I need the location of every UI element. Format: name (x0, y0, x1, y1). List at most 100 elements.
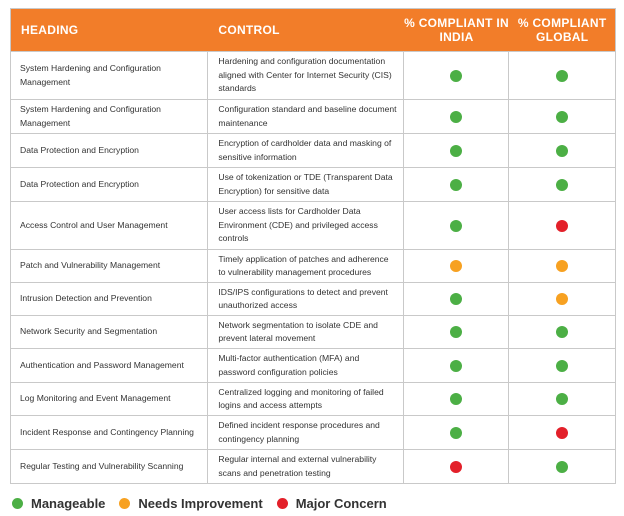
global-status-dot (556, 293, 569, 305)
india-status-cell (404, 202, 510, 249)
row-heading: Patch and Vulnerability Management (11, 250, 209, 282)
global-status-dot (556, 359, 569, 372)
header-control: CONTROL (218, 23, 280, 37)
row-control: Centralized logging and monitoring of fa… (208, 383, 404, 415)
row-control: Timely application of patches and adhere… (208, 250, 404, 282)
india-status-cell (404, 100, 510, 133)
header-global: % COMPLIANT GLOBAL (517, 16, 607, 44)
row-control: IDS/IPS configurations to detect and pre… (208, 283, 404, 315)
india-status-dot (450, 178, 463, 191)
table-row: Incident Response and Contingency Planni… (11, 415, 615, 449)
legend-orange-dot (119, 497, 131, 509)
india-status-dot (450, 326, 463, 338)
global-status-cell (509, 168, 615, 201)
row-control: Configuration standard and baseline docu… (208, 100, 404, 133)
global-status-dot (556, 426, 569, 439)
india-status-dot (450, 393, 463, 405)
india-status-dot (450, 426, 463, 439)
row-heading: Access Control and User Management (11, 202, 209, 249)
row-heading: System Hardening and Configuration Manag… (11, 100, 209, 133)
row-heading: System Hardening and Configuration Manag… (11, 52, 209, 99)
row-control: Hardening and configuration documentatio… (208, 52, 404, 99)
global-status-cell (509, 202, 615, 249)
india-status-cell (404, 383, 510, 415)
global-status-cell (509, 100, 615, 133)
india-status-cell (404, 250, 510, 282)
india-status-dot (450, 260, 463, 272)
global-status-dot (556, 178, 569, 191)
global-status-dot (556, 326, 569, 338)
table-row: Regular Testing and Vulnerability Scanni… (11, 449, 615, 483)
global-status-dot (556, 219, 569, 232)
legend-label: Manageable (31, 495, 106, 511)
india-status-cell (404, 283, 510, 315)
legend-red-dot (276, 497, 288, 509)
row-heading: Data Protection and Encryption (11, 134, 209, 167)
header-heading: HEADING (21, 23, 79, 37)
india-status-dot (450, 293, 463, 305)
legend-label: Needs Improvement (138, 495, 263, 511)
global-status-cell (509, 316, 615, 348)
row-control: Multi-factor authentication (MFA) and pa… (208, 349, 404, 382)
global-status-cell (509, 450, 615, 483)
india-status-dot (450, 69, 463, 82)
legend-item-major-concern: Major Concern (276, 495, 387, 511)
row-control: Encryption of cardholder data and maskin… (208, 134, 404, 167)
row-heading: Log Monitoring and Event Management (11, 383, 209, 415)
legend-green-dot (12, 497, 23, 509)
global-status-cell (509, 283, 615, 315)
global-status-cell (509, 250, 615, 282)
table-row: Data Protection and Encryption Encryptio… (11, 133, 615, 167)
india-status-dot (450, 144, 463, 157)
row-control: User access lists for Cardholder Data En… (208, 202, 404, 249)
global-status-cell (509, 349, 615, 382)
india-status-cell (404, 316, 510, 348)
row-heading: Authentication and Password Management (11, 349, 209, 382)
row-control: Defined incident response procedures and… (208, 416, 404, 449)
global-status-cell (509, 383, 615, 415)
global-status-dot (556, 260, 569, 272)
india-status-cell (404, 168, 510, 201)
table-row: Authentication and Password Management M… (11, 348, 615, 382)
india-status-cell (404, 134, 510, 167)
row-heading: Incident Response and Contingency Planni… (11, 416, 209, 449)
india-status-cell (404, 349, 510, 382)
table-row: Log Monitoring and Event Management Cent… (11, 382, 615, 415)
global-status-dot (556, 393, 569, 405)
table-header: HEADING CONTROL % COMPLIANT IN INDIA % C… (11, 9, 615, 51)
row-control: Regular internal and external vulnerabil… (208, 450, 404, 483)
global-status-dot (556, 144, 569, 157)
global-status-cell (509, 134, 615, 167)
global-status-dot (556, 110, 569, 123)
table-row: Intrusion Detection and Prevention IDS/I… (11, 282, 615, 315)
legend-item-needs-improvement: Needs Improvement (119, 495, 263, 511)
status-legend: Manageable Needs Improvement Major Conce… (12, 494, 401, 512)
legend-label: Major Concern (295, 495, 387, 511)
india-status-dot (450, 219, 463, 232)
table-row: Access Control and User Management User … (11, 201, 615, 249)
row-heading: Intrusion Detection and Prevention (11, 283, 209, 315)
india-status-dot (450, 460, 463, 473)
india-status-cell (404, 450, 510, 483)
india-status-cell (404, 416, 510, 449)
table-row: System Hardening and Configuration Manag… (11, 51, 615, 99)
row-control: Use of tokenization or TDE (Transparent … (208, 168, 404, 201)
table-row: Data Protection and Encryption Use of to… (11, 167, 615, 201)
row-heading: Data Protection and Encryption (11, 168, 209, 201)
compliance-table: HEADING CONTROL % COMPLIANT IN INDIA % C… (10, 8, 616, 484)
india-status-dot (450, 110, 463, 123)
global-status-dot (556, 69, 569, 82)
global-status-cell (509, 416, 615, 449)
table-row: System Hardening and Configuration Manag… (11, 99, 615, 133)
legend-item-manageable: Manageable (12, 496, 105, 511)
table-row: Network Security and Segmentation Networ… (11, 315, 615, 348)
row-heading: Network Security and Segmentation (11, 316, 209, 348)
india-status-dot (450, 359, 463, 372)
global-status-cell (509, 52, 615, 99)
row-control: Network segmentation to isolate CDE and … (208, 316, 404, 348)
row-heading: Regular Testing and Vulnerability Scanni… (11, 450, 209, 483)
india-status-cell (404, 52, 510, 99)
table-row: Patch and Vulnerability Management Timel… (11, 249, 615, 282)
header-india: % COMPLIANT IN INDIA (404, 16, 509, 44)
global-status-dot (556, 460, 569, 473)
